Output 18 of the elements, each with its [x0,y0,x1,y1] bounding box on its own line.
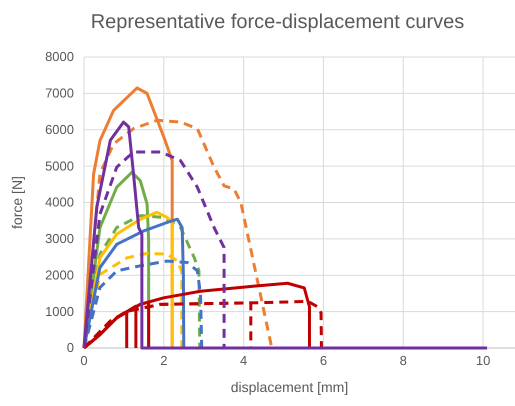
y-tick-label: 8000 [45,49,74,64]
y-tick-label: 7000 [45,86,74,101]
chart-title: Representative force-displacement curves [90,11,464,33]
x-tick-label: 8 [400,353,407,368]
y-tick-label: 3000 [45,231,74,246]
x-tick-label: 10 [476,353,490,368]
x-axis-title: displacement [mm] [230,379,348,395]
y-tick-label: 2000 [45,267,74,282]
y-tick-label: 0 [66,340,74,356]
x-tick-label: 0 [80,353,88,368]
x-tick-label: 6 [320,353,328,368]
y-tick-label: 6000 [45,122,74,137]
y-tick-label: 5000 [45,158,74,174]
x-tick-label: 4 [240,353,248,368]
y-tick-label: 4000 [45,194,74,210]
x-tick-label: 2 [160,353,168,368]
y-axis-title: force [N] [9,176,25,229]
y-tick-label: 1000 [45,304,74,319]
